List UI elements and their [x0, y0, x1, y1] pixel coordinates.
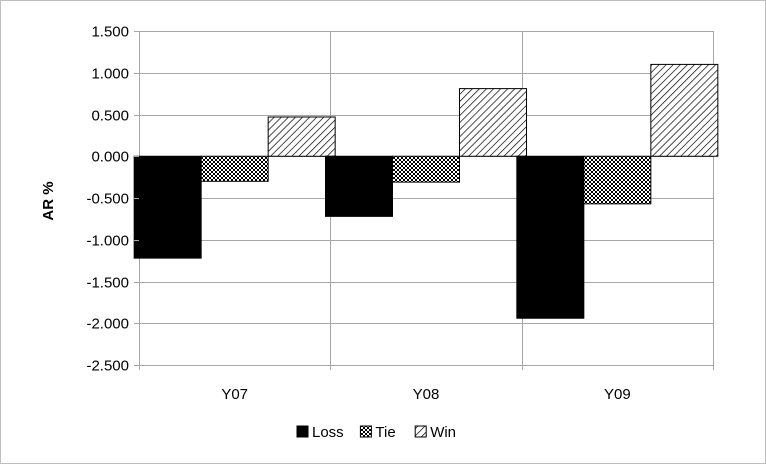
gridlines	[139, 31, 714, 370]
bar-tie-y07	[200, 155, 269, 182]
legend-label-tie: Tie	[375, 424, 395, 441]
y-tick-label: -1.000	[86, 233, 129, 250]
legend-swatch-loss	[296, 425, 309, 438]
y-tick-label: -2.000	[86, 316, 129, 333]
y-tick-label: -1.500	[86, 275, 129, 292]
bar-win-y09	[650, 63, 719, 157]
bar-win-y07	[267, 116, 336, 157]
bar-loss-y09	[516, 155, 585, 319]
y-tick-label: -0.500	[86, 191, 129, 208]
x-tick-label: Y08	[413, 386, 440, 403]
x-tick-label: Y07	[221, 386, 248, 403]
legend-label-loss: Loss	[312, 424, 344, 441]
bar-loss-y07	[133, 155, 202, 259]
y-tick-label: 0.500	[91, 108, 129, 125]
axes: 1.500 1.000 0.500 0.000 -0.500 -1.000 -1.500 -2…	[86, 24, 630, 404]
bars	[133, 63, 719, 319]
y-tick-label: 0.000	[91, 149, 129, 166]
y-axis-title: AR %	[40, 181, 57, 220]
bar-win-y08	[459, 88, 527, 157]
legend-swatch-tie	[359, 425, 372, 438]
y-tick-label: -2.500	[86, 358, 129, 375]
x-tick-label: Y09	[604, 386, 631, 403]
legend-swatch-win	[414, 425, 427, 438]
y-tick-label: 1.500	[91, 24, 129, 41]
bar-loss-y08	[325, 155, 393, 217]
bar-tie-y08	[392, 155, 460, 183]
legend-label-win: Win	[430, 424, 456, 441]
legend: Loss Tie Win	[296, 424, 456, 441]
y-tick-label: 1.000	[91, 66, 129, 83]
bar-tie-y09	[583, 155, 652, 205]
